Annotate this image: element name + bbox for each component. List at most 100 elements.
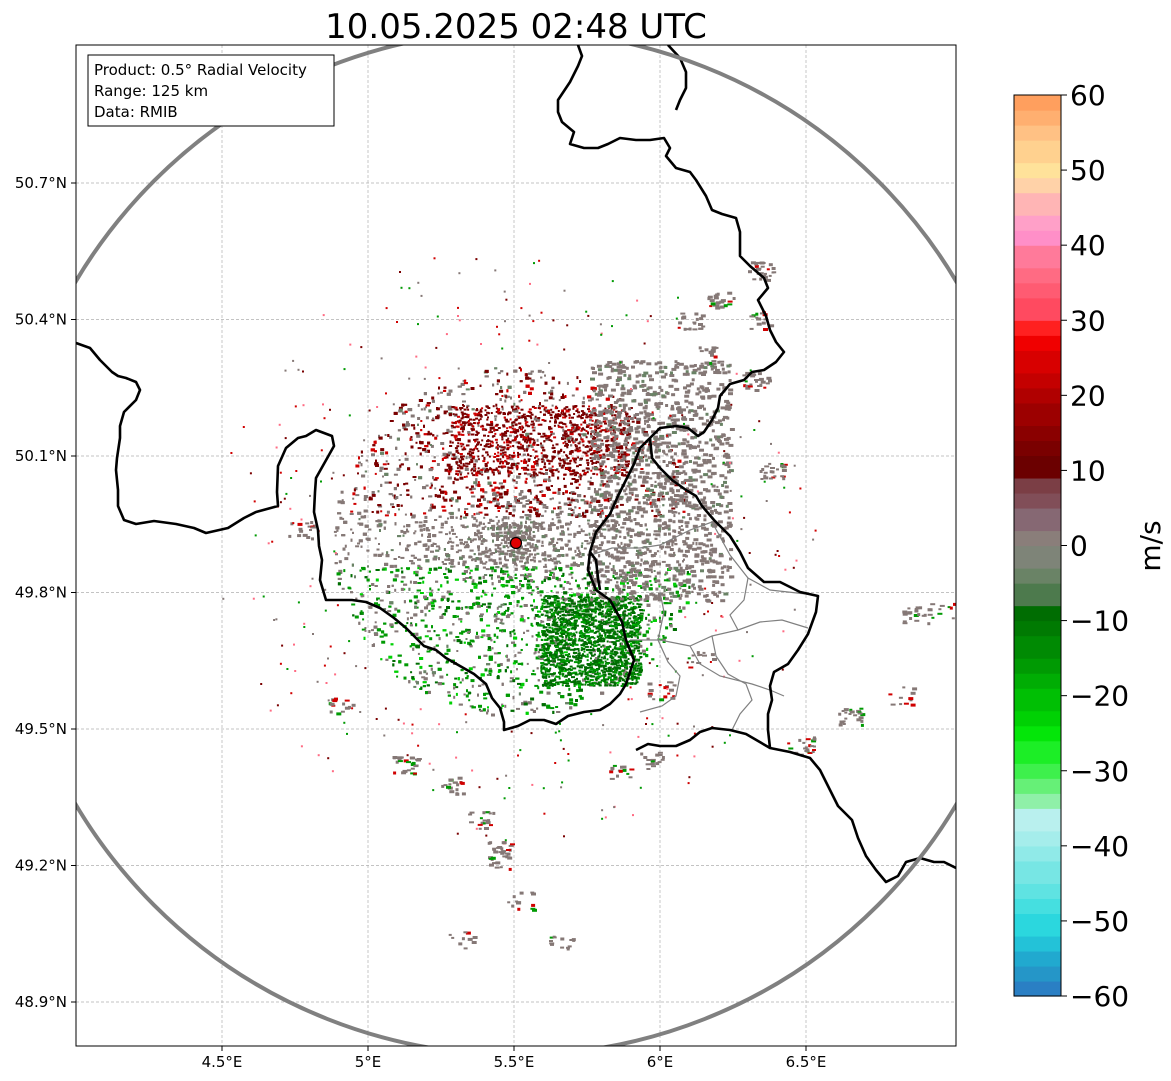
echo-pixel <box>453 490 458 494</box>
echo-pixel <box>583 473 587 476</box>
echo-pixel <box>457 457 460 460</box>
echo-pixel <box>483 456 486 460</box>
echo-pixel <box>363 498 367 501</box>
echo-pixel <box>542 371 545 374</box>
echo-pixel <box>464 580 467 583</box>
echo-pixel <box>509 503 512 505</box>
echo-pixel <box>580 528 583 531</box>
echo-pixel <box>394 630 399 633</box>
echo-pixel <box>520 574 524 577</box>
echo-pixel <box>471 582 476 585</box>
echo-pixel <box>410 445 414 449</box>
echo-pixel <box>374 450 377 453</box>
echo-pixel <box>589 536 594 539</box>
echo-pixel <box>429 506 433 510</box>
echo-pixel <box>392 660 396 662</box>
echo-pixel <box>615 534 618 538</box>
echo-pixel <box>538 648 541 651</box>
echo-pixel <box>420 686 423 690</box>
echo-pixel <box>530 579 534 583</box>
echo-pixel <box>504 558 507 561</box>
echo-pixel <box>496 535 501 538</box>
echo-pixel <box>507 573 510 577</box>
echo-pixel <box>509 677 514 680</box>
echo-pixel <box>539 690 544 694</box>
echo-pixel <box>415 623 418 627</box>
echo-pixel <box>497 372 501 375</box>
echo-pixel <box>459 517 462 520</box>
echo-pixel <box>383 622 387 625</box>
echo-pixel <box>480 468 484 471</box>
echo-pixel <box>435 545 440 548</box>
echo-pixel <box>662 641 666 643</box>
echo-pixel <box>415 574 419 577</box>
echo-pixel <box>609 404 613 407</box>
echo-pixel <box>541 554 545 557</box>
echo-pixel <box>534 650 537 654</box>
echo-pixel <box>495 516 498 518</box>
echo-pixel <box>501 570 505 574</box>
echo-pixel <box>615 616 619 619</box>
echo-pixel <box>506 654 508 658</box>
echo-pixel <box>550 432 555 435</box>
echo-pixel <box>422 543 427 547</box>
echo-pixel <box>365 459 368 462</box>
echo-pixel <box>524 480 527 484</box>
echo-pixel <box>443 412 447 415</box>
echo-pixel <box>540 444 544 448</box>
echo-pixel <box>602 528 607 531</box>
echo-pixel <box>580 515 582 517</box>
echo-pixel <box>451 528 455 532</box>
echo-pixel <box>382 475 384 478</box>
echo-pixel <box>514 567 518 571</box>
echo-pixel <box>532 525 536 529</box>
echo-pixel <box>413 532 416 535</box>
echo-pixel <box>421 676 426 679</box>
echo-pixel <box>432 673 435 677</box>
echo-pixel <box>465 638 468 640</box>
echo-pixel <box>527 473 532 476</box>
echo-pixel <box>573 620 578 623</box>
echo-pixel <box>454 677 458 680</box>
echo-pixel <box>431 589 434 592</box>
echo-pixel <box>520 649 523 651</box>
echo-pixel <box>416 681 419 685</box>
echo-pixel <box>401 570 404 574</box>
echo-pixel <box>431 625 433 629</box>
echo-pixel <box>664 613 667 617</box>
echo-pixel <box>444 520 448 524</box>
echo-pixel <box>387 434 390 437</box>
echo-pixel <box>593 387 597 391</box>
echo-pixel <box>578 683 581 687</box>
echo-pixel <box>424 515 428 519</box>
echo-pixel <box>643 653 647 656</box>
echo-pixel <box>504 431 508 434</box>
echo-pixel <box>384 472 389 476</box>
echo-pixel <box>333 530 337 533</box>
echo-pixel <box>422 580 425 584</box>
echo-pixel <box>576 546 580 550</box>
echo-pixel <box>446 660 449 663</box>
echo-pixel <box>622 427 626 430</box>
echo-pixel <box>538 405 541 408</box>
echo-pixel <box>525 477 528 480</box>
echo-pixel <box>544 374 546 377</box>
echo-pixel <box>470 491 474 494</box>
echo-pixel <box>528 506 533 509</box>
echo-pixel <box>660 547 663 550</box>
echo-pixel <box>491 527 495 531</box>
echo-pixel <box>582 411 586 414</box>
echo-pixel <box>450 547 454 550</box>
echo-pixel <box>501 438 504 441</box>
echo-pixel <box>631 493 634 496</box>
echo-pixel <box>584 587 588 590</box>
echo-pixel <box>416 589 421 592</box>
echo-pixel <box>509 555 512 558</box>
echo-pixel <box>673 511 678 514</box>
echo-pixel <box>494 486 499 489</box>
echo-pixel <box>543 479 547 483</box>
echo-pixel <box>523 390 527 394</box>
echo-pixel <box>653 570 656 572</box>
echo-pixel <box>460 669 464 672</box>
echo-pixel <box>471 467 475 470</box>
